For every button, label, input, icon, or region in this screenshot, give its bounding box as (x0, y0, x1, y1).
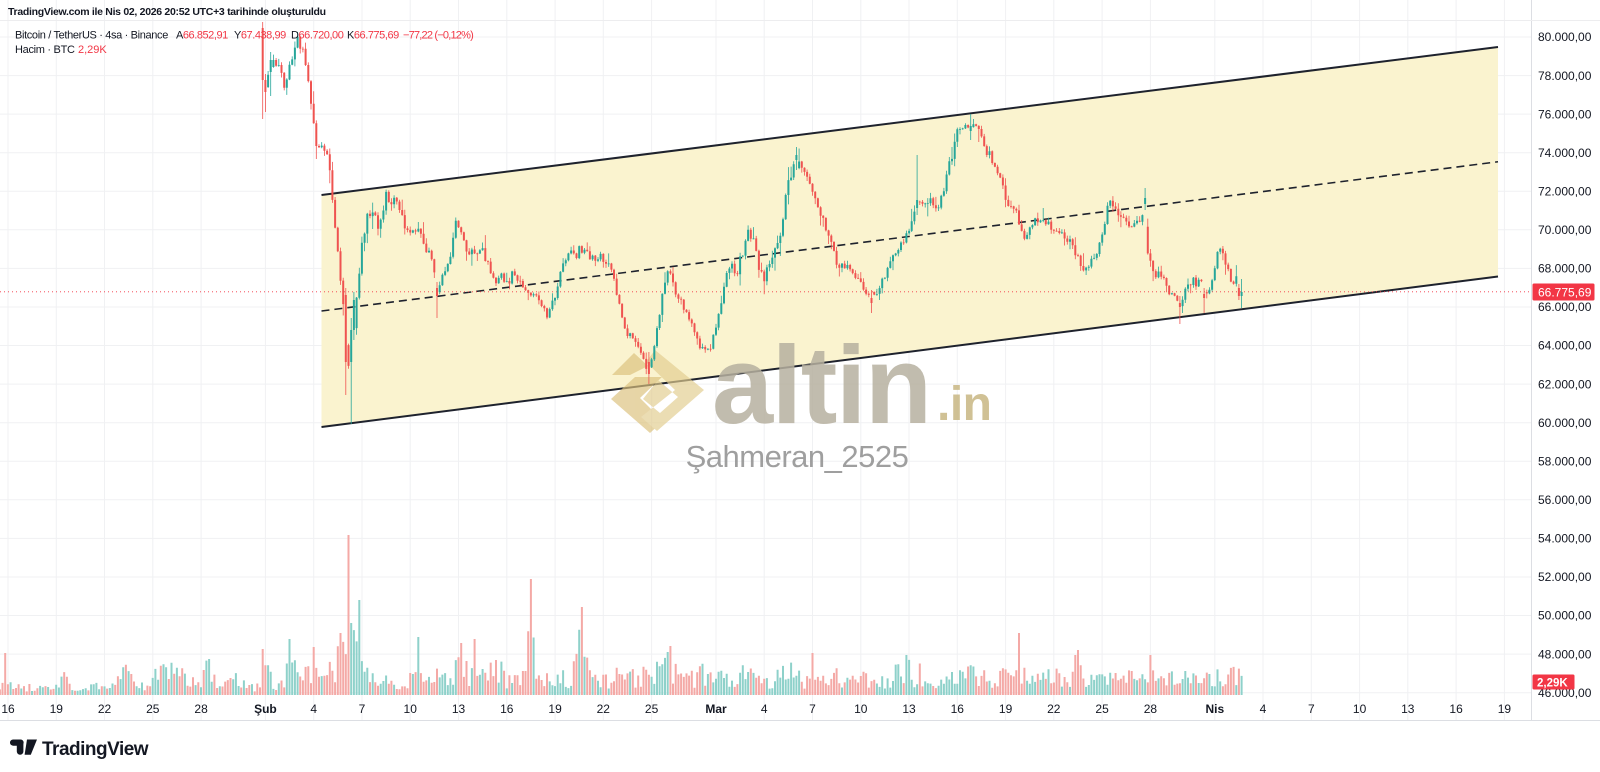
svg-text:76.000,00: 76.000,00 (1538, 107, 1592, 121)
svg-text:−77,22 (−0,12%): −77,22 (−0,12%) (403, 30, 473, 42)
svg-text:Bitcoin / TetherUS · 4sa · Bin: Bitcoin / TetherUS · 4sa · Binance (15, 30, 168, 42)
svg-text:78.000,00: 78.000,00 (1538, 69, 1592, 83)
svg-text:74.000,00: 74.000,00 (1538, 146, 1592, 160)
svg-text:13: 13 (902, 702, 916, 716)
svg-text:22: 22 (98, 702, 112, 716)
svg-text:19: 19 (999, 702, 1013, 716)
svg-text:10: 10 (854, 702, 868, 716)
svg-text:19: 19 (50, 702, 64, 716)
svg-text:Nis: Nis (1205, 702, 1224, 716)
svg-text:K66.775,69: K66.775,69 (347, 30, 399, 42)
svg-text:50.000,00: 50.000,00 (1538, 609, 1592, 623)
svg-text:25: 25 (146, 702, 160, 716)
svg-text:7: 7 (359, 702, 366, 716)
svg-text:48.000,00: 48.000,00 (1538, 647, 1592, 661)
svg-text:7: 7 (1308, 702, 1315, 716)
svg-text:A66.852,91: A66.852,91 (176, 30, 228, 42)
svg-text:25: 25 (645, 702, 659, 716)
svg-text:Şub: Şub (254, 702, 277, 716)
svg-text:D66.720,00: D66.720,00 (291, 30, 344, 42)
svg-text:7: 7 (809, 702, 816, 716)
svg-text:Mar: Mar (705, 702, 727, 716)
svg-text:54.000,00: 54.000,00 (1538, 532, 1592, 546)
svg-text:28: 28 (194, 702, 208, 716)
svg-text:68.000,00: 68.000,00 (1538, 262, 1592, 276)
svg-text:Şahmeran_2525: Şahmeran_2525 (686, 439, 909, 474)
svg-text:TradingView: TradingView (42, 739, 149, 760)
svg-text:16: 16 (951, 702, 965, 716)
svg-text:16: 16 (1, 702, 15, 716)
svg-text:13: 13 (452, 702, 466, 716)
svg-text:22: 22 (1047, 702, 1061, 716)
svg-text:62.000,00: 62.000,00 (1538, 377, 1592, 391)
svg-text:66.775,69: 66.775,69 (1538, 286, 1592, 300)
svg-text:TradingView.com ile Nis 02, 20: TradingView.com ile Nis 02, 2026 20:52 U… (8, 6, 326, 18)
svg-text:25: 25 (1095, 702, 1109, 716)
svg-text:52.000,00: 52.000,00 (1538, 570, 1592, 584)
svg-text:13: 13 (1401, 702, 1415, 716)
svg-text:16: 16 (500, 702, 514, 716)
svg-text:4: 4 (761, 702, 768, 716)
svg-text:4: 4 (1260, 702, 1267, 716)
svg-text:16: 16 (1449, 702, 1463, 716)
svg-text:58.000,00: 58.000,00 (1538, 454, 1592, 468)
svg-text:22: 22 (597, 702, 611, 716)
svg-text:80.000,00: 80.000,00 (1538, 30, 1592, 44)
svg-text:66.000,00: 66.000,00 (1538, 300, 1592, 314)
svg-text:altin: altin (712, 324, 931, 447)
svg-text:.in: .in (937, 378, 992, 431)
svg-text:72.000,00: 72.000,00 (1538, 185, 1592, 199)
svg-text:28: 28 (1144, 702, 1158, 716)
svg-text:2,29K: 2,29K (1537, 678, 1568, 690)
svg-text:64.000,00: 64.000,00 (1538, 339, 1592, 353)
svg-text:10: 10 (404, 702, 418, 716)
svg-text:2,29K: 2,29K (78, 44, 107, 56)
svg-text:Hacim · BTC: Hacim · BTC (15, 44, 75, 56)
svg-text:56.000,00: 56.000,00 (1538, 493, 1592, 507)
svg-text:4: 4 (310, 702, 317, 716)
svg-text:70.000,00: 70.000,00 (1538, 223, 1592, 237)
svg-text:19: 19 (548, 702, 562, 716)
svg-text:10: 10 (1353, 702, 1367, 716)
svg-text:60.000,00: 60.000,00 (1538, 416, 1592, 430)
svg-text:19: 19 (1498, 702, 1512, 716)
svg-text:Y67.438,99: Y67.438,99 (234, 30, 286, 42)
